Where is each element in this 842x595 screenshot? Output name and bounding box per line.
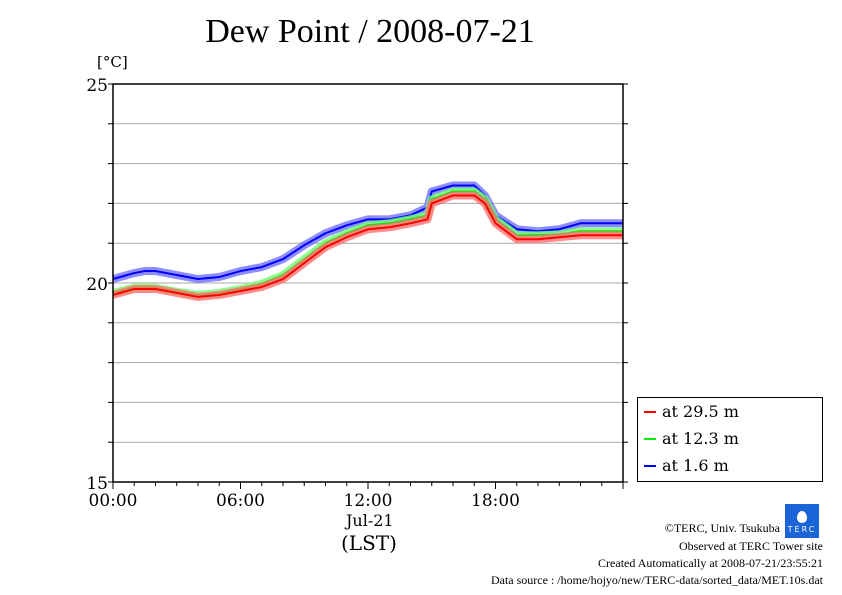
logo-text: TERC [787,525,817,534]
y-axis-unit: [°C] [97,53,128,71]
legend: at 29.5 m at 12.3 m at 1.6 m [637,397,823,482]
series-line-2 [112,184,623,281]
legend-label: at 29.5 m [662,401,739,421]
x-tick-label: 18:00 [471,491,520,511]
series-scatter-0 [111,191,623,301]
x-tick-label: 06:00 [216,491,265,511]
plot-frame [112,83,624,483]
legend-label: at 12.3 m [662,428,739,448]
observed-note: Observed at TERC Tower site [678,539,823,553]
legend-marker [644,410,656,413]
series-line-0 [112,194,623,298]
x-axis-label: (LST) [341,531,397,555]
y-tick-label: 20 [86,275,108,295]
y-tick-label: 15 [86,474,108,494]
copyright: ©TERC, Univ. Tsukuba [664,521,780,535]
legend-label: at 1.6 m [662,455,729,475]
x-tick-label: 12:00 [344,491,393,511]
y-tick-label: 25 [86,76,108,96]
legend-marker [644,437,656,440]
legend-item: at 1.6 m [638,452,822,479]
legend-item: at 12.3 m [638,425,822,452]
data-source: Data source : /home/hojyo/new/TERC-data/… [490,573,823,587]
created-note: Created Automatically at 2008-07-21/23:5… [598,556,823,570]
chart-title: Dew Point / 2008-07-21 [205,13,535,50]
legend-item: at 29.5 m [638,398,822,425]
date-label: Jul-21 [346,511,394,530]
x-tick-label: 00:00 [89,491,138,511]
terc-logo: TERC [785,504,819,538]
legend-marker [644,464,656,467]
